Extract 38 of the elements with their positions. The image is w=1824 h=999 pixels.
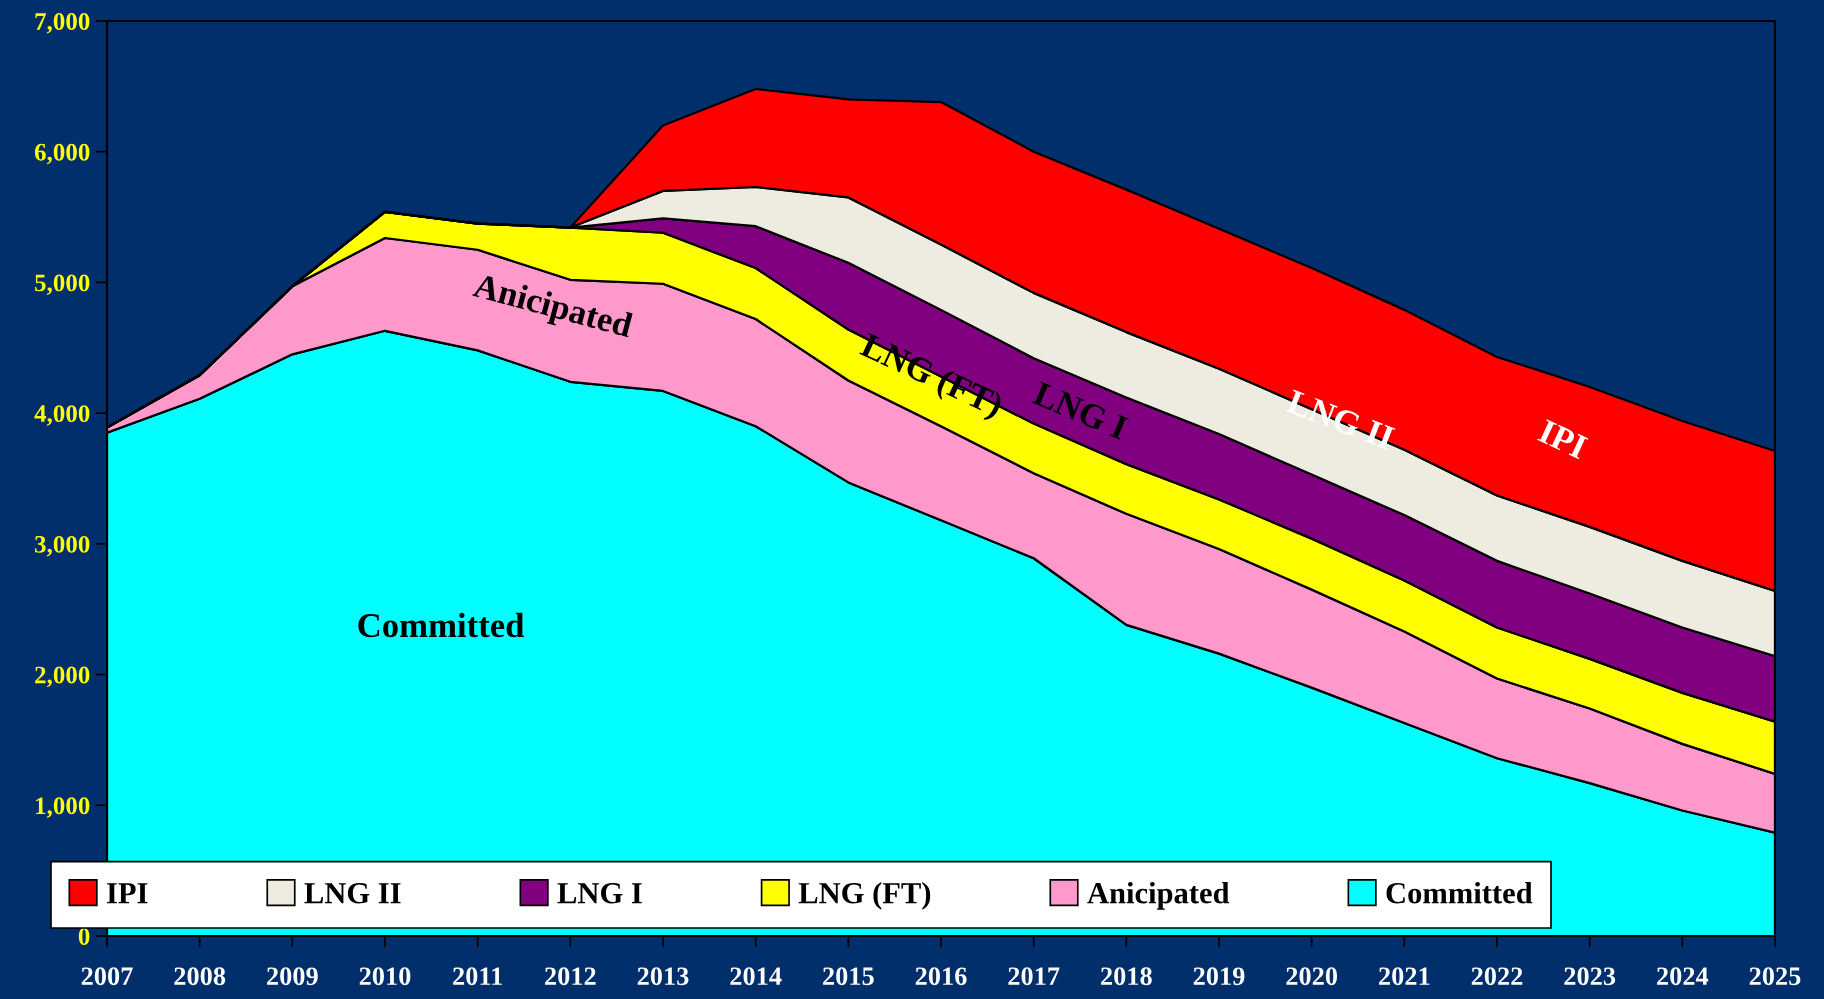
y-tick-label: 2,000: [35, 666, 90, 688]
x-tick-label: 2017: [1008, 967, 1060, 986]
annotation: LNG I: [1031, 381, 1129, 441]
x-tick-label: 2007: [81, 967, 133, 986]
y-tick-label: 4,000: [34, 405, 90, 426]
x-tick-label: 2011: [453, 967, 502, 986]
x-tick-label: 2020: [1286, 967, 1338, 986]
y-tick-label: 1,000: [36, 797, 90, 818]
legend-label: IPI: [107, 883, 148, 904]
legend-label: LNG I: [557, 882, 642, 904]
x-tick-label: 2009: [267, 967, 318, 986]
x-tick-label: 2021: [1379, 967, 1430, 986]
x-tick-label: 2022: [1471, 967, 1523, 986]
y-tick-label: 0: [78, 928, 90, 945]
legend-label: LNG II: [304, 882, 401, 904]
x-tick-label: 2016: [915, 967, 967, 986]
annotation: Committed: [358, 612, 525, 638]
x-tick-label: 2010: [359, 967, 411, 986]
y-tick-label: 3,000: [35, 535, 90, 557]
legend-label: Anicipated: [1087, 881, 1230, 910]
x-tick-label: 2025: [1749, 967, 1801, 986]
x-tick-label: 2018: [1101, 967, 1152, 986]
x-tick-label: 2024: [1657, 967, 1709, 986]
annotation: IPI: [1537, 419, 1589, 460]
annotation: LNG II: [1285, 389, 1396, 451]
x-tick-label: 2023: [1564, 967, 1616, 986]
legend-label: Committed: [1386, 881, 1533, 904]
legend-label: LNG (FT): [798, 881, 931, 910]
x-tick-label: 2015: [823, 967, 874, 986]
y-tick-label: 6,000: [34, 143, 90, 165]
y-tick-label: 7,000: [35, 13, 90, 34]
x-tick-label: 2014: [730, 967, 782, 986]
x-tick-label: 2013: [637, 967, 689, 986]
x-tick-label: 2019: [1193, 967, 1245, 986]
x-tick-label: 2008: [174, 967, 226, 986]
x-tick-label: 2012: [545, 967, 596, 986]
y-tick-label: 5,000: [35, 274, 90, 295]
annotation: LNG (FT): [856, 331, 1005, 424]
